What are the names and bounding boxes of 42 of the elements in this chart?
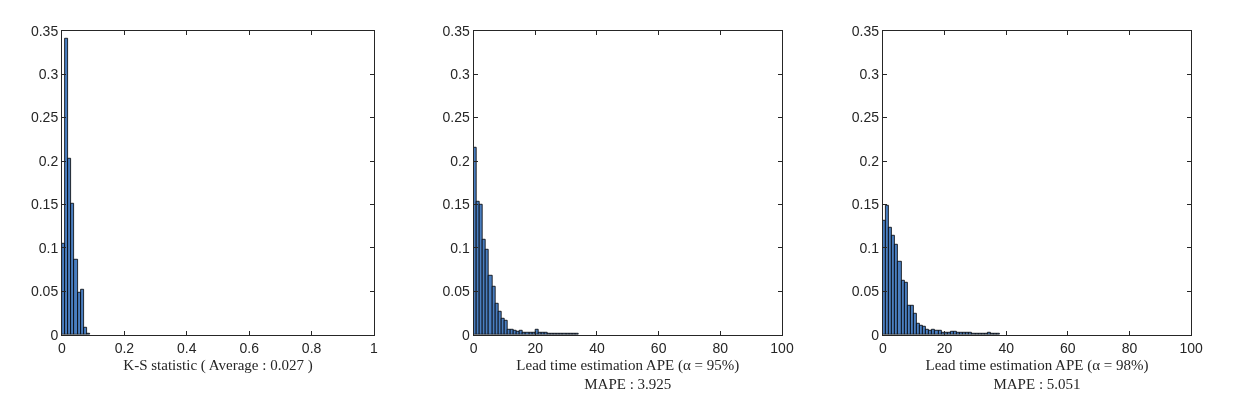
x-axis-title: Lead time estimation APE (α = 98%) MAPE : 5.051 [925,356,1149,393]
y-tick-label: 0.05 [851,283,880,300]
y-tick-label: 0.05 [30,283,59,300]
x-tick-label: 0.2 [114,339,135,356]
y-tick-label: 0.05 [442,283,471,300]
y-tick-label: 0.3 [38,66,59,83]
y-tick-label: 0.35 [442,22,471,39]
x-tick-label: 60 [650,339,667,356]
y-tick-label: 0.2 [859,152,880,169]
y-tick-label: 0.25 [30,109,59,126]
x-tick-label: 20 [936,339,953,356]
y-tick-label: 0.2 [450,152,471,169]
x-tick-label: 80 [1121,339,1138,356]
x-tick-label: 100 [770,339,794,356]
y-tick-label: 0.35 [30,22,59,39]
x-tick-label: 40 [998,339,1015,356]
y-tick-label: 0.35 [851,22,880,39]
y-tick-label: 0 [462,326,470,343]
y-tick-label: 0.25 [851,109,880,126]
y-tick-label: 0.1 [450,239,471,256]
y-tick-label: 0.3 [859,66,880,83]
y-tick-label: 0.15 [30,196,59,213]
x-tick-label: 20 [527,339,544,356]
y-tick-label: 0.3 [450,66,471,83]
x-tick-label: 0.6 [239,339,260,356]
y-tick-label: 0.15 [851,196,880,213]
y-tick-label: 0.25 [442,109,471,126]
x-axis-title: K-S statistic ( Average : 0.027 ) [123,356,313,374]
y-tick-label: 0.15 [442,196,471,213]
x-axis-title: Lead time estimation APE (α = 95%) MAPE : 3.925 [516,356,740,393]
y-tick-label: 0.1 [859,239,880,256]
x-tick-label: 1 [370,339,379,356]
x-tick-label: 80 [712,339,729,356]
y-tick-label: 0 [50,326,59,343]
y-tick-label: 0.2 [38,152,59,169]
x-tick-label: 100 [1179,339,1204,356]
y-tick-label: 0.1 [38,239,59,256]
x-tick-label: 60 [1060,339,1076,356]
y-tick-label: 0 [871,326,880,343]
x-tick-label: 0.8 [301,339,322,356]
x-tick-label: 40 [589,339,605,356]
x-tick-label: 0.4 [177,339,197,356]
